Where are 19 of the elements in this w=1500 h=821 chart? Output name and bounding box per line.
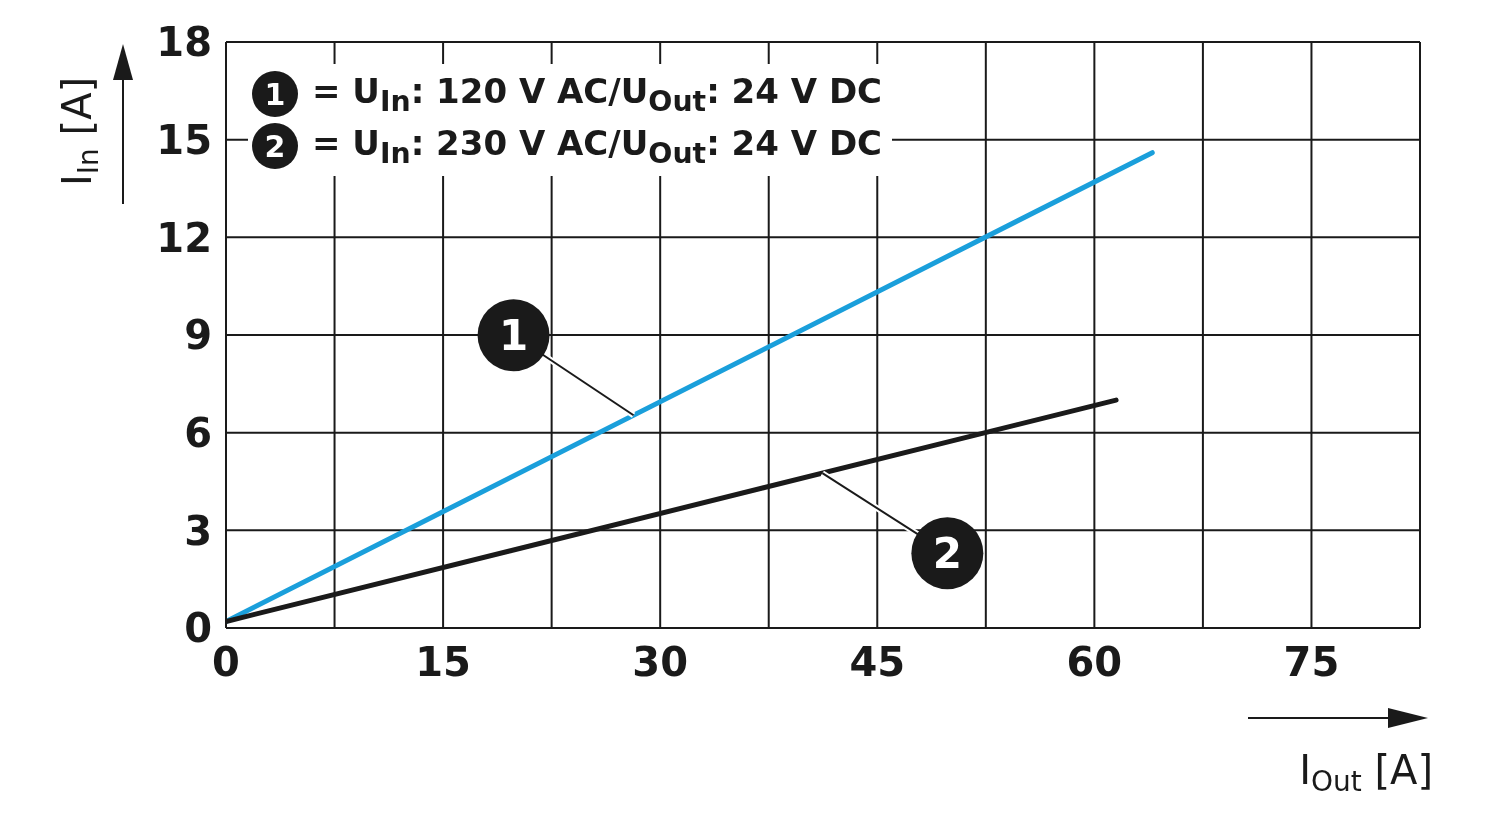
y-tick-label: 18 xyxy=(156,19,212,66)
y-tick-label: 12 xyxy=(156,214,212,261)
y-tick-label: 15 xyxy=(156,116,212,163)
x-tick-label: 75 xyxy=(1283,639,1340,686)
x-tick-label: 30 xyxy=(632,639,689,686)
y-tick-label: 0 xyxy=(184,605,212,652)
y-tick-label: 3 xyxy=(184,507,212,554)
x-axis-title: I$_{Out}$ [A] xyxy=(1299,747,1433,798)
x-tick-label: 45 xyxy=(849,639,906,686)
x-tick-label: 60 xyxy=(1066,639,1123,686)
y-tick-label: 9 xyxy=(184,312,212,359)
x-tick-label: 15 xyxy=(415,639,471,686)
legend-label: 2 xyxy=(252,123,298,169)
text: 1 xyxy=(498,311,529,361)
annotation: = U$_{In}$: 230 V AC/U$_{Out}$: 24 V DC xyxy=(312,122,883,170)
y-tick-label: 6 xyxy=(184,409,212,456)
text: 1 xyxy=(264,76,286,112)
annotation: = U$_{In}$: 120 V AC/U$_{Out}$: 24 V DC xyxy=(312,70,883,118)
text: 2 xyxy=(932,529,962,579)
